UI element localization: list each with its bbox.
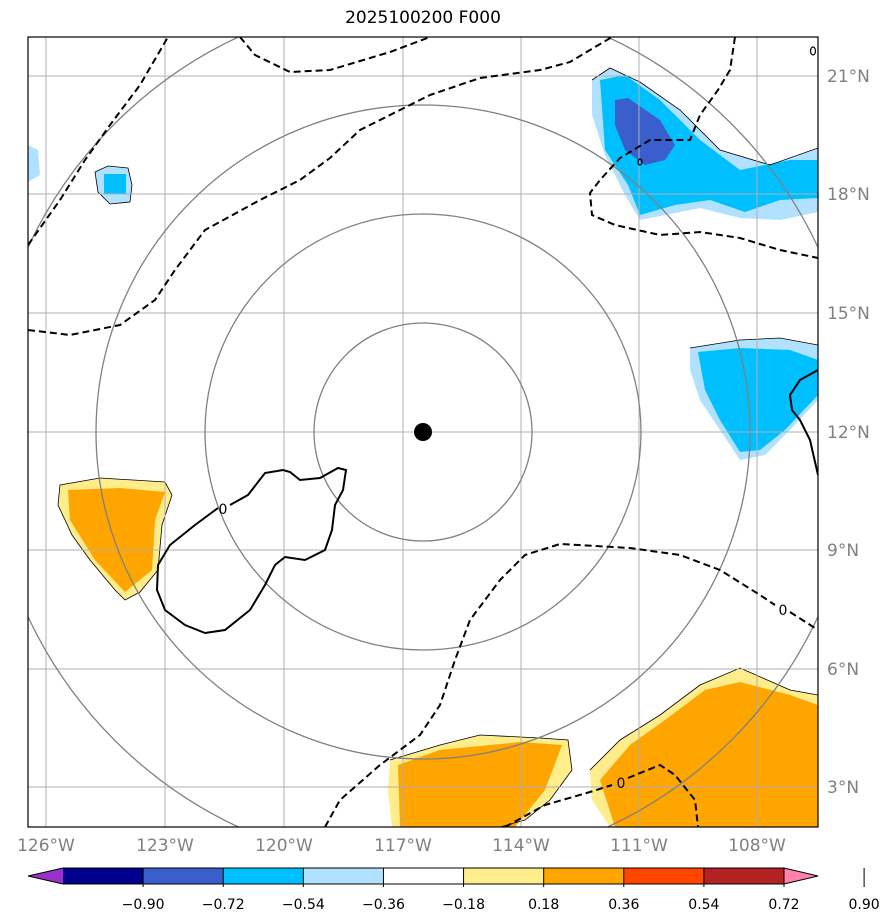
colorbar-tick-label: −0.90 [122,897,165,913]
colorbar-tick-label: 0.72 [768,897,799,913]
colorbar-segment [703,868,785,884]
colorbar-segment [143,868,224,884]
lon-label: 108°W [728,836,786,856]
dashed-contours [28,37,818,827]
colorbar-tick-label: 0.36 [608,897,639,913]
colorbar-segment [383,868,465,884]
latitude-labels: 21°N 18°N 15°N 12°N 9°N 6°N 3°N [827,67,870,798]
lon-label: 120°W [255,836,313,856]
anomaly-nw-small-core [104,174,126,194]
storm-center-marker [414,423,432,441]
anomaly-northeast-peak [615,98,675,165]
contour-label-south: 0 [617,776,626,792]
colorbar-tick-label: −0.36 [362,897,405,913]
lat-label: 18°N [827,185,870,205]
lon-label: 111°W [610,836,668,856]
colorbar-tick-label: 0.90 [849,897,880,913]
range-rings [28,37,818,827]
lon-label: 123°W [136,836,194,856]
colorbar-segment [223,868,304,884]
longitude-labels: 126°W 123°W 120°W 117°W 114°W 111°W 108°… [17,836,786,856]
anomaly-southeast-core [600,682,818,827]
colorbar-segment [303,868,384,884]
solid-contours [155,369,818,635]
colorbar: −0.90 −0.72 −0.54 −0.36 −0.18 0.18 0.36 0.54 0.7… [27,867,880,913]
colorbar-extend-low [28,868,63,884]
contour-loops [637,46,817,166]
contour-labels: 0 0 0 [219,502,788,792]
lat-label: 6°N [827,660,859,680]
lat-label: 3°N [827,778,859,798]
contour-label-west: 0 [219,502,228,518]
colorbar-tick-label: −0.54 [282,897,325,913]
map-plot-area: 0 0 0 [28,37,818,827]
lat-label: 12°N [827,423,870,443]
lon-label: 114°W [492,836,550,856]
lat-label: 21°N [827,67,870,87]
map-title: 2025100200 F000 [345,8,501,28]
negative-anomaly-fill [28,68,818,460]
range-ring-3 [95,104,751,760]
gridlines [28,37,818,827]
colorbar-tick-label: 0.18 [528,897,559,913]
colorbar-tick-label: −0.72 [202,897,245,913]
colorbar-tick-label: 0.54 [688,897,719,913]
range-ring-2 [204,213,642,651]
lat-label: 9°N [827,541,859,561]
anomaly-northeast-core [600,75,818,215]
colorbar-segment [63,868,144,884]
lon-label: 117°W [374,836,432,856]
anomaly-east-core [698,348,818,452]
range-ring-1 [313,322,533,542]
lon-label: 126°W [17,836,75,856]
colorbar-tick-label: −0.18 [442,897,485,913]
positive-anomaly-fill [58,478,818,827]
colorbar-segment [623,868,705,884]
contour-label-east: 0 [779,603,788,619]
anomaly-west-edge [28,145,40,182]
colorbar-segment [463,868,545,884]
colorbar-extend-high [784,868,818,884]
anomaly-west-core [68,488,165,592]
colorbar-segment [543,868,625,884]
plot-frame [27,36,819,828]
lat-label: 15°N [827,304,870,324]
